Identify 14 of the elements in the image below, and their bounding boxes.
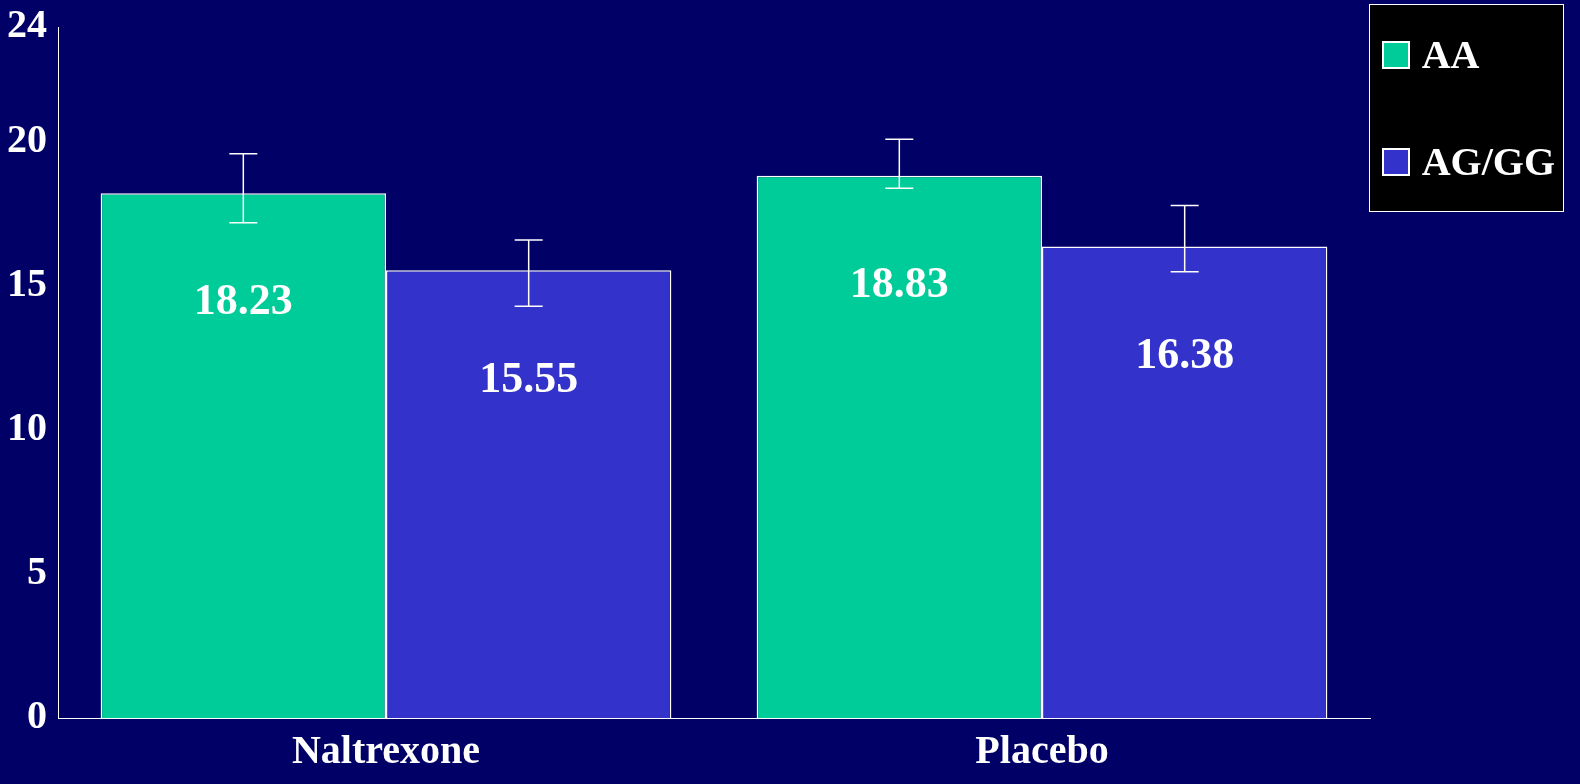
y-tick-label: 24 — [7, 1, 47, 47]
data-label: 15.55 — [479, 352, 579, 402]
y-tick-label: 0 — [27, 692, 47, 738]
legend-label: AA — [1421, 31, 1480, 78]
y-tick-label: 10 — [7, 404, 47, 450]
legend-label: AG/GG — [1421, 138, 1555, 185]
x-tick-label: Naltrexone — [291, 727, 481, 773]
y-tick-label: 15 — [7, 260, 47, 306]
data-label: 18.83 — [849, 258, 949, 308]
y-tick-label: 20 — [7, 116, 47, 162]
x-tick-label: Placebo — [975, 727, 1109, 773]
data-label: 18.23 — [193, 275, 293, 325]
y-tick-label: 5 — [27, 548, 47, 594]
data-label: 16.38 — [1135, 328, 1235, 378]
